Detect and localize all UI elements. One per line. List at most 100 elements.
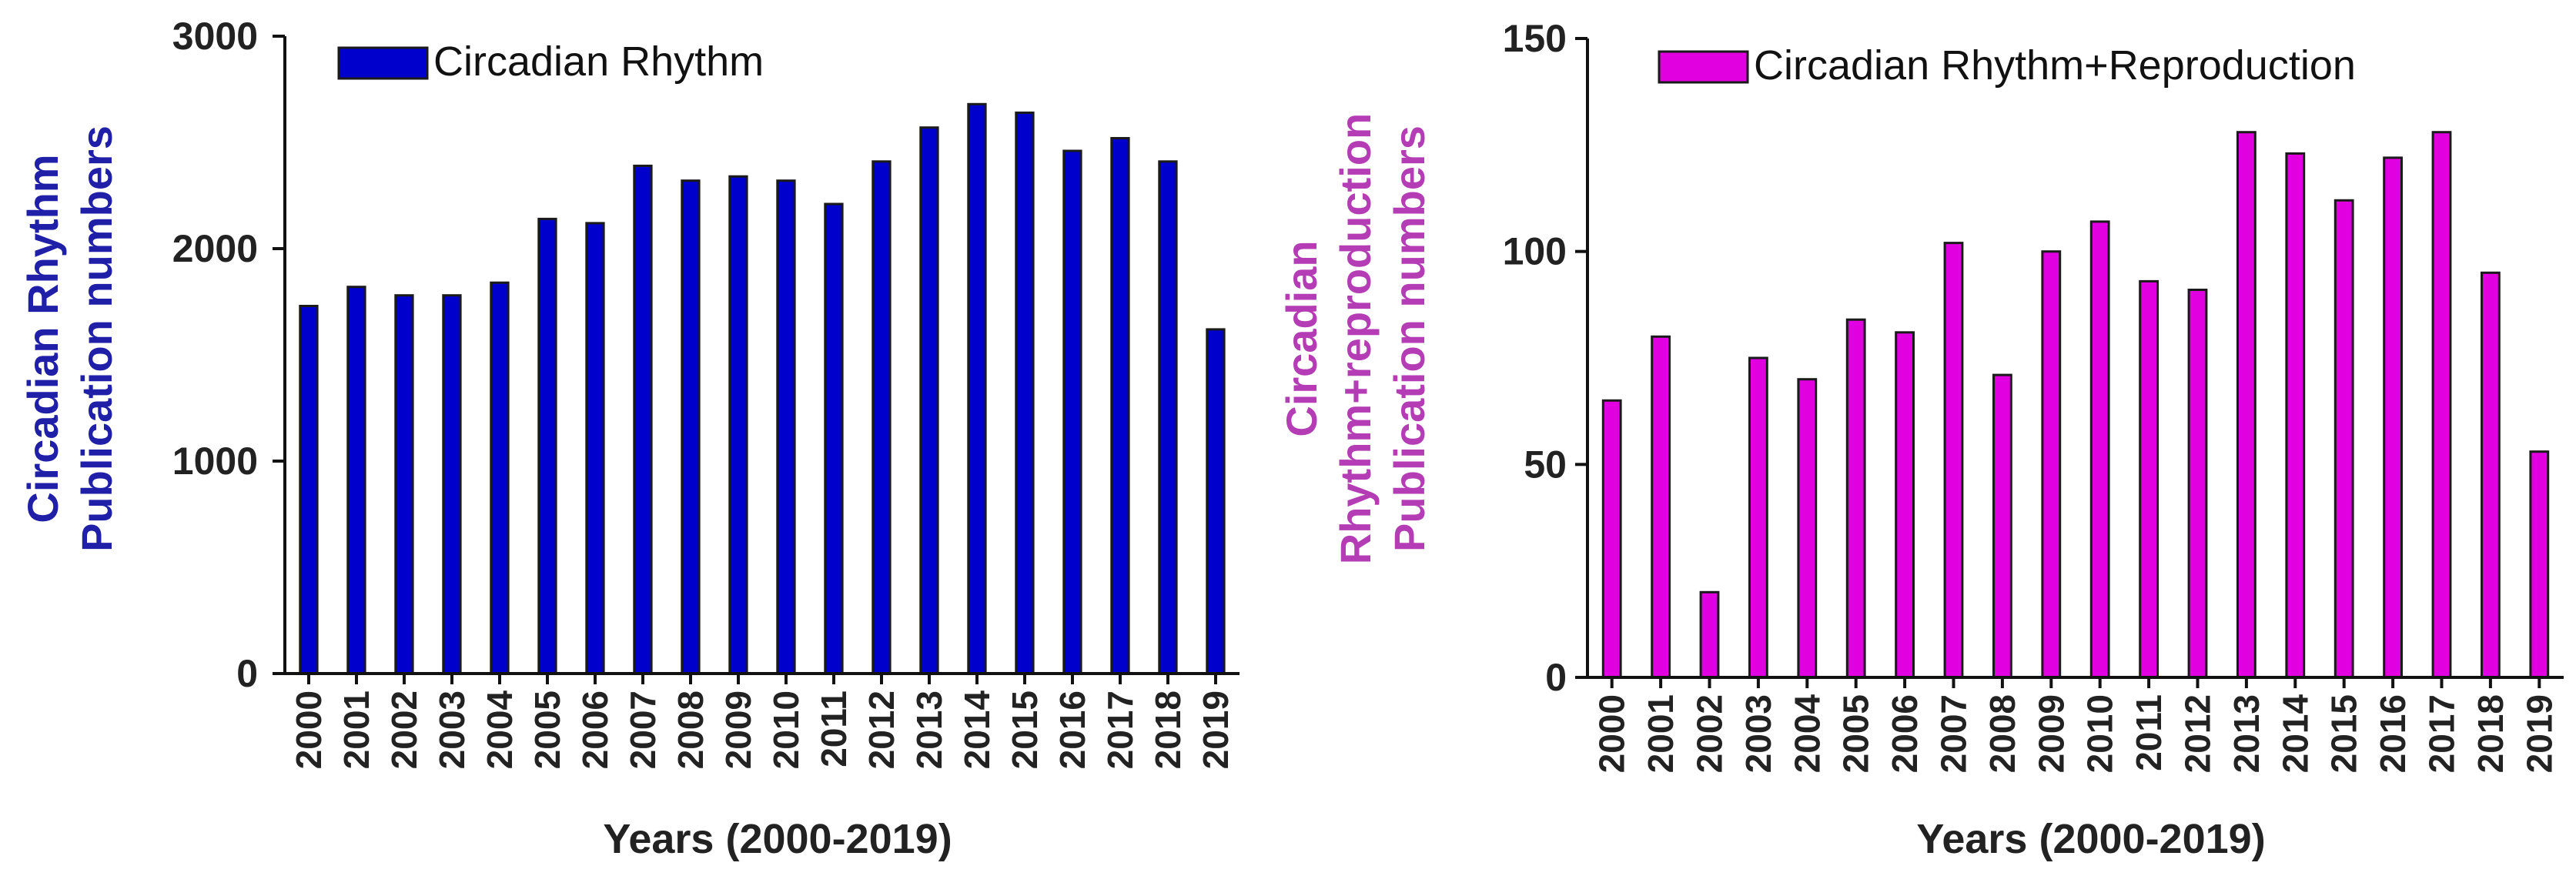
- legend-swatch: [337, 46, 429, 80]
- x-tick-label: 2019: [1196, 690, 1236, 769]
- bar-2007: [1943, 242, 1964, 679]
- bar-2016: [1062, 149, 1082, 675]
- x-tick-label: 2012: [861, 690, 902, 769]
- bar-2016: [2383, 156, 2403, 679]
- x-tick-label: 2004: [1787, 694, 1827, 774]
- y-tick-label: 150: [1503, 17, 1567, 60]
- bar-2009: [728, 175, 748, 675]
- bar-2011: [824, 202, 844, 675]
- x-tick-label: 2005: [527, 690, 567, 769]
- bar-2014: [2285, 152, 2306, 679]
- x-tick-label: 2007: [1934, 694, 1974, 773]
- x-tick-label: 2011: [814, 690, 854, 767]
- x-tick-label: 2006: [575, 690, 615, 769]
- y-tick-label: 100: [1503, 230, 1567, 273]
- x-tick-label: 2016: [1052, 690, 1092, 769]
- bar-2005: [537, 217, 557, 675]
- bar-2013: [919, 126, 939, 675]
- x-tick-label: 2017: [2422, 694, 2462, 773]
- x-tick-label: 2000: [1592, 694, 1632, 773]
- bar-2012: [2187, 289, 2208, 679]
- x-tick-label: 2017: [1100, 690, 1140, 769]
- x-tick-label: 2015: [2324, 694, 2364, 773]
- bar-2001: [1651, 335, 1671, 679]
- y-tick-label: 3000: [172, 15, 258, 58]
- bar-2006: [585, 222, 605, 675]
- bar-2004: [490, 281, 510, 675]
- bar-2013: [2236, 131, 2257, 679]
- bar-2008: [681, 179, 701, 675]
- x-tick-label: 2001: [1641, 694, 1681, 773]
- bar-2006: [1895, 331, 1915, 679]
- y-axis-title-line: Circadian: [1277, 240, 1326, 436]
- bar-2019: [1206, 328, 1226, 675]
- bar-2003: [442, 294, 462, 675]
- x-tick-label: 2006: [1885, 694, 1925, 773]
- y-tick-label: 0: [1545, 656, 1567, 699]
- x-tick-label: 2009: [718, 690, 758, 769]
- x-tick-label: 2013: [909, 690, 949, 769]
- legend-label: Circadian Rhythm+Reproduction: [1754, 42, 2356, 89]
- y-tick-label: 2000: [172, 227, 258, 270]
- x-tick-label: 2003: [1738, 694, 1778, 773]
- bar-2007: [633, 164, 653, 675]
- bar-2015: [2333, 199, 2354, 679]
- x-tick-label: 2018: [2471, 694, 2511, 773]
- legend-label: Circadian Rhythm: [433, 38, 764, 85]
- x-axis-title: Years (2000-2019): [603, 816, 952, 862]
- x-tick-label: 2010: [2080, 694, 2120, 773]
- x-tick-label: 2002: [1690, 694, 1730, 773]
- bar-2009: [2041, 250, 2062, 679]
- x-tick-label: 2008: [671, 690, 711, 769]
- x-tick-label: 2002: [384, 690, 424, 769]
- bar-2010: [776, 179, 796, 675]
- x-tick-label: 2019: [2519, 694, 2559, 773]
- bar-2010: [2089, 220, 2110, 679]
- bar-2003: [1748, 356, 1768, 679]
- bar-2001: [346, 286, 366, 675]
- x-tick-label: 2018: [1148, 690, 1188, 769]
- x-tick-label: 2008: [1982, 694, 2022, 773]
- bar-2017: [1110, 137, 1130, 675]
- x-tick-label: 2000: [289, 690, 329, 769]
- y-axis-title-line: Circadian Rhythm: [18, 154, 67, 523]
- y-axis-title-line: Rhythm+reproduction: [1331, 113, 1380, 564]
- bar-2012: [871, 160, 892, 675]
- x-tick-label: 2016: [2373, 694, 2413, 773]
- x-tick-label: 2014: [2275, 694, 2315, 774]
- legend-swatch: [1658, 50, 1749, 84]
- bar-2008: [1992, 373, 2012, 679]
- y-axis-title-line: Publication numbers: [1385, 125, 1434, 552]
- x-tick-label: 2013: [2226, 694, 2267, 773]
- bar-2002: [394, 294, 414, 675]
- bar-2005: [1845, 318, 1866, 679]
- x-tick-label: 2014: [957, 690, 997, 770]
- x-tick-label: 2003: [432, 690, 472, 769]
- y-tick-label: 0: [236, 652, 258, 695]
- x-tick-label: 2010: [766, 690, 806, 769]
- x-tick-label: 2011: [2129, 694, 2169, 771]
- bar-2002: [1699, 590, 1720, 679]
- bar-2018: [1158, 160, 1178, 675]
- bar-2000: [299, 305, 319, 675]
- y-tick-label: 50: [1524, 443, 1567, 486]
- x-tick-label: 2005: [1836, 694, 1876, 773]
- bar-2000: [1601, 399, 1622, 679]
- x-tick-label: 2015: [1005, 690, 1045, 769]
- bar-2019: [2529, 450, 2550, 679]
- bar-2018: [2481, 271, 2501, 679]
- x-tick-label: 2007: [623, 690, 663, 769]
- bar-2014: [967, 102, 987, 675]
- bar-2017: [2431, 131, 2452, 679]
- bar-2004: [1797, 378, 1818, 679]
- x-axis-title: Years (2000-2019): [1916, 816, 2265, 862]
- x-tick-label: 2004: [480, 690, 520, 770]
- bar-2015: [1015, 111, 1035, 675]
- y-tick-label: 1000: [172, 440, 258, 483]
- y-axis-title-line: Publication numbers: [72, 125, 121, 552]
- x-tick-label: 2012: [2178, 694, 2218, 773]
